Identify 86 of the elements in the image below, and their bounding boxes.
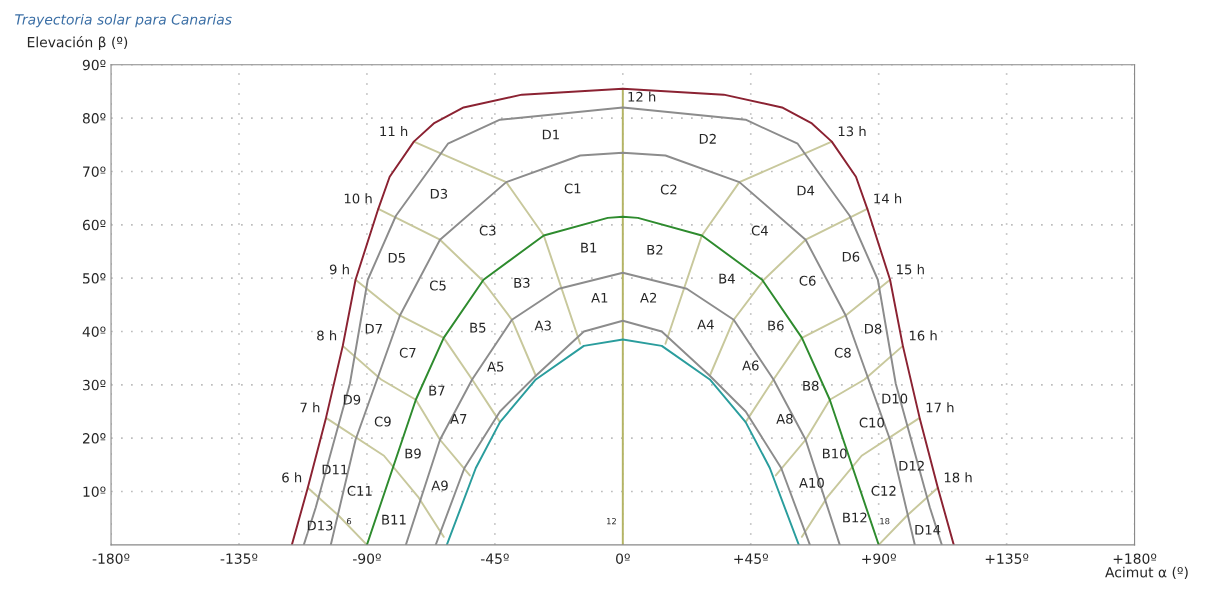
annotation: B7 <box>429 385 445 396</box>
annotation: C8 <box>834 347 851 358</box>
annotation: B10 <box>823 448 847 459</box>
annotation: D10 <box>882 393 908 404</box>
annotation: B1 <box>581 242 597 253</box>
y-tick-label: 50º <box>83 273 106 284</box>
annotation: D5 <box>388 252 405 263</box>
x-tick-label: +90º <box>862 553 896 564</box>
annotation: 16 h <box>909 330 937 341</box>
annotation: C5 <box>429 280 446 291</box>
annotation: D7 <box>365 323 382 334</box>
annotation: D12 <box>899 460 924 471</box>
x-tick-label: -180º <box>92 553 130 564</box>
y-tick-label: 10º <box>83 486 106 497</box>
annotation: B4 <box>719 273 735 284</box>
annotation: A6 <box>742 360 759 371</box>
annotation: D8 <box>865 323 882 334</box>
annotation: C2 <box>660 184 677 195</box>
annotation: D13 <box>307 520 333 531</box>
y-tick-label: 20º <box>82 433 106 444</box>
x-tick-label: +180º <box>1113 553 1157 564</box>
annotation: A4 <box>697 319 714 330</box>
annotation: C11 <box>347 485 372 496</box>
annotation: C6 <box>799 275 816 286</box>
annotation: D11 <box>322 464 348 475</box>
annotation: D6 <box>842 251 860 262</box>
annotation: 9 h <box>329 264 349 275</box>
annotation: 15 h <box>897 264 924 275</box>
x-tick-label: +135º <box>985 553 1029 564</box>
annotation: D2 <box>699 133 716 144</box>
chart-title: Trayectoria solar para Canarias <box>15 13 232 28</box>
annotation: B6 <box>768 320 784 331</box>
annotation: B11 <box>382 514 406 525</box>
x-tick-label: 0º <box>616 553 630 564</box>
annotation: 6 <box>346 518 352 525</box>
annotation: 11 h <box>380 126 408 137</box>
annotation: 18 h <box>944 472 972 483</box>
annotation: C7 <box>399 347 416 358</box>
annotation: 14 h <box>874 193 902 204</box>
annotation: C4 <box>751 225 768 236</box>
annotation: A1 <box>591 292 608 303</box>
line-series <box>412 140 582 345</box>
annotation: 6 h <box>282 472 302 483</box>
y-tick-label: 80º <box>82 113 106 124</box>
annotation: 17 h <box>926 402 954 413</box>
x-tick-label: -45º <box>480 553 509 564</box>
annotation: 8 h <box>317 330 337 341</box>
annotation: B3 <box>514 277 530 288</box>
annotation: D9 <box>343 394 361 405</box>
annotation: 18 <box>880 518 890 525</box>
annotation: A5 <box>487 361 504 372</box>
annotation: C1 <box>564 183 581 194</box>
y-tick-label: 90º <box>82 59 106 71</box>
annotation: A2 <box>640 292 657 303</box>
annotation: B8 <box>803 380 819 391</box>
x-axis-title: Acimut α (º) <box>1105 566 1188 580</box>
annotation: C10 <box>859 417 884 428</box>
annotation: A3 <box>534 320 551 331</box>
annotation: 12 h <box>628 91 656 102</box>
annotation: C9 <box>374 416 391 427</box>
annotation: 13 h <box>838 126 866 137</box>
annotation: B9 <box>405 448 421 459</box>
y-tick-label: 70º <box>83 166 106 177</box>
annotation: C3 <box>479 225 496 236</box>
annotation: A9 <box>431 480 448 491</box>
y-tick-label: 40º <box>82 326 106 337</box>
annotation: 12 <box>607 518 616 525</box>
annotation: 10 h <box>344 193 372 204</box>
y-tick-label: 30º <box>83 379 106 391</box>
y-tick-label: 60º <box>82 219 106 231</box>
annotation: D4 <box>797 185 815 196</box>
annotation: D3 <box>430 188 448 199</box>
annotation: B5 <box>470 322 486 333</box>
annotation: A8 <box>776 413 793 424</box>
annotation: A7 <box>450 414 467 424</box>
annotation: B2 <box>647 244 663 255</box>
annotation: B12 <box>843 512 867 523</box>
x-tick-label: -90º <box>352 553 381 564</box>
x-tick-label: -135º <box>220 553 258 564</box>
annotation: C12 <box>871 485 896 496</box>
y-axis-title: Elevación β (º) <box>27 36 128 51</box>
annotation: 7 h <box>300 402 320 413</box>
x-tick-label: +45º <box>734 553 769 564</box>
annotation: A10 <box>799 477 824 488</box>
annotation: D1 <box>542 129 559 140</box>
annotation: D14 <box>915 524 941 535</box>
